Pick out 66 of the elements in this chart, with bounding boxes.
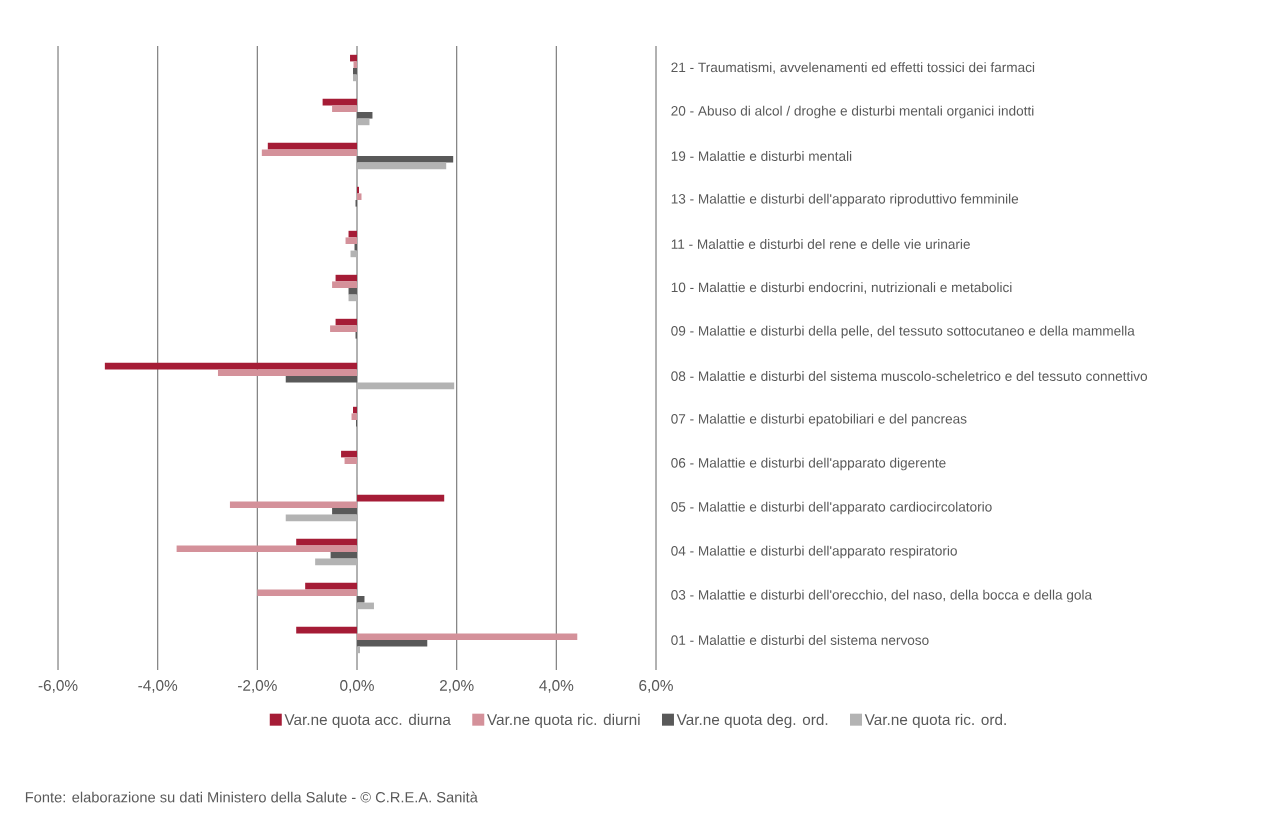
bar	[357, 494, 445, 502]
x-tick-label: -2,0%	[238, 680, 277, 693]
bar	[344, 457, 358, 465]
bar	[353, 67, 358, 75]
bar	[332, 105, 358, 113]
bar	[267, 142, 358, 150]
bar	[357, 639, 428, 647]
legend-label: Var.ne quota acc. diurna	[284, 713, 451, 729]
bar	[357, 382, 455, 390]
y-tick-label: 21 - Traumatismi, avvelenamenti ed effetti tossici dei farmaci	[671, 62, 1035, 74]
bar	[357, 156, 454, 163]
bar	[217, 369, 358, 377]
bar	[341, 450, 358, 458]
legend-label: Var.ne quota deg. ord.	[676, 713, 828, 729]
y-tick-label: 08 - Malattie e disturbi del sistema muscolo-scheletrico e del tessuto connettivo	[671, 371, 1148, 381]
bar	[332, 281, 358, 289]
y-tick-label: 20 - Abuso di alcol / droghe e disturbi mentali organici indotti	[671, 105, 1034, 119]
bar	[332, 507, 358, 515]
bar	[357, 111, 373, 119]
y-tick-label: 11 - Malattie e disturbi del rene e delle vie urinarie	[671, 239, 970, 249]
bar	[305, 582, 358, 590]
bar	[322, 98, 358, 106]
y-tick-label: 05 - Malattie e disturbi dell'apparato cardiocircolatorio	[671, 501, 992, 515]
legend-label: Var.ne quota ric. ord.	[864, 713, 1006, 729]
y-tick-label: 19 - Malattie e disturbi mentali	[671, 151, 852, 161]
bar	[348, 287, 358, 295]
x-tick-label: 6,0%	[639, 680, 673, 693]
bar	[353, 406, 358, 414]
bar	[357, 602, 374, 610]
bar	[285, 514, 358, 522]
y-tick-label: 07 - Malattie e disturbi epatobiliari e del pancreas	[671, 413, 967, 427]
y-tick-label: 01 - Malattie e disturbi del sistema nervoso	[671, 635, 929, 645]
bar	[357, 646, 360, 654]
bar	[285, 375, 358, 383]
bar	[353, 74, 358, 82]
bar	[357, 595, 365, 603]
y-tick-label: 04 - Malattie e disturbi dell'apparato respiratorio	[671, 545, 957, 559]
bar	[357, 162, 447, 170]
legend-label: Var.ne quota ric. diurni	[487, 713, 640, 729]
bar	[104, 362, 358, 370]
y-tick-label: 06 - Malattie e disturbi dell'apparato digerente	[671, 457, 946, 471]
bar	[353, 61, 358, 69]
source-note: Fonte: elaborazione su dati Ministero della Salute - © C.R.E.A. Sanità	[25, 791, 478, 803]
bar	[351, 413, 358, 420]
x-tick-label: -6,0%	[38, 680, 78, 693]
bar	[330, 551, 358, 559]
bar	[357, 633, 578, 640]
x-tick-label: 2,0%	[439, 680, 474, 693]
y-tick-label: 09 - Malattie e disturbi della pelle, del tessuto sottocutaneo e della mammella	[671, 325, 1135, 339]
bar	[296, 538, 358, 546]
bar	[261, 149, 358, 157]
x-tick-label: 4,0%	[539, 680, 574, 693]
bar	[345, 237, 358, 245]
bar	[176, 545, 358, 552]
y-tick-label: 13 - Malattie e disturbi dell'apparato riproduttivo femminile	[671, 193, 1019, 207]
bar	[315, 558, 358, 566]
bar	[296, 626, 358, 634]
bar	[350, 54, 358, 62]
bar	[330, 325, 358, 332]
bar	[357, 193, 362, 201]
y-tick-label: 10 - Malattie e disturbi endocrini, nutrizionali e metabolici	[671, 282, 1012, 294]
y-tick-label: 03 - Malattie e disturbi dell'orecchio, del naso, della bocca e della gola	[671, 589, 1093, 603]
x-tick-label: 0,0%	[340, 680, 374, 693]
bar	[257, 589, 358, 596]
bar	[229, 501, 358, 508]
x-tick-label: -4,0%	[138, 680, 178, 693]
